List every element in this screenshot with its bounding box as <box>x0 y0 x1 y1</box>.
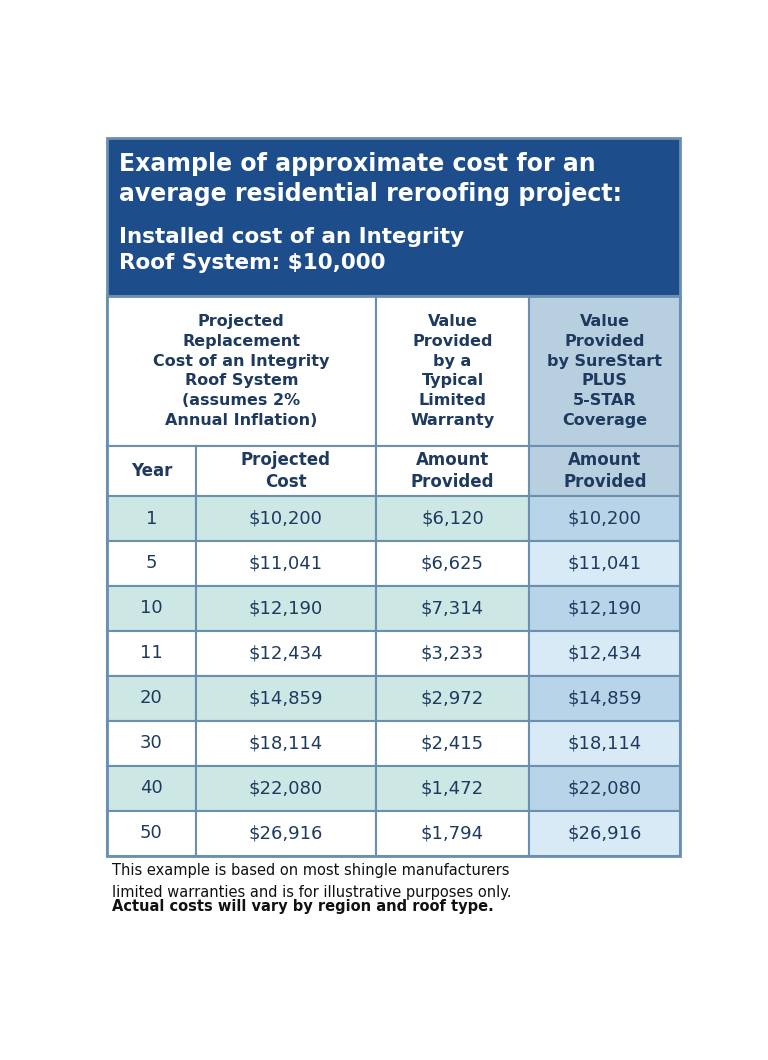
Bar <box>376 496 529 541</box>
Text: $6,120: $6,120 <box>421 510 484 528</box>
Text: This example is based on most shingle manufacturers
limited warranties and is fo: This example is based on most shingle ma… <box>111 863 511 900</box>
Bar <box>376 586 529 631</box>
Text: $18,114: $18,114 <box>568 735 642 753</box>
Bar <box>107 541 196 586</box>
Text: Projected
Cost: Projected Cost <box>241 450 331 491</box>
Text: Value
Provided
by SureStart
PLUS
5-STAR
Coverage: Value Provided by SureStart PLUS 5-STAR … <box>548 314 662 428</box>
Bar <box>107 296 680 855</box>
Bar <box>107 721 196 765</box>
Text: 30: 30 <box>140 735 163 753</box>
Bar <box>107 631 196 676</box>
Text: 10: 10 <box>140 599 163 617</box>
Bar <box>107 446 196 496</box>
Bar <box>376 541 529 586</box>
Bar <box>529 631 680 676</box>
Bar <box>107 296 376 446</box>
Text: $10,200: $10,200 <box>249 510 323 528</box>
Bar <box>107 765 196 811</box>
Text: $14,859: $14,859 <box>568 689 642 707</box>
Text: $11,041: $11,041 <box>249 554 323 572</box>
Text: $10,200: $10,200 <box>568 510 642 528</box>
Bar <box>529 721 680 765</box>
Text: $2,972: $2,972 <box>421 689 484 707</box>
Bar <box>376 721 529 765</box>
Text: Example of approximate cost for an
average residential reroofing project:: Example of approximate cost for an avera… <box>119 152 622 207</box>
Text: $18,114: $18,114 <box>249 735 323 753</box>
Bar <box>196 496 376 541</box>
Bar <box>529 765 680 811</box>
Text: $3,233: $3,233 <box>421 644 484 662</box>
Text: $22,080: $22,080 <box>249 779 323 797</box>
Bar <box>196 676 376 721</box>
Bar <box>196 631 376 676</box>
Bar <box>196 541 376 586</box>
Text: Year: Year <box>131 462 172 480</box>
Text: $2,415: $2,415 <box>421 735 484 753</box>
Bar <box>376 631 529 676</box>
Text: $12,190: $12,190 <box>568 599 642 617</box>
Text: $7,314: $7,314 <box>421 599 484 617</box>
Text: $12,190: $12,190 <box>249 599 323 617</box>
Bar <box>107 586 196 631</box>
Bar <box>529 811 680 855</box>
Bar <box>376 296 529 446</box>
Text: $26,916: $26,916 <box>249 824 323 842</box>
Text: 40: 40 <box>140 779 163 797</box>
Text: Amount
Provided: Amount Provided <box>563 450 647 491</box>
Text: $1,794: $1,794 <box>421 824 484 842</box>
Text: $26,916: $26,916 <box>568 824 642 842</box>
Bar <box>107 496 196 541</box>
Text: 11: 11 <box>140 644 163 662</box>
Bar <box>196 811 376 855</box>
Text: 1: 1 <box>146 510 157 528</box>
Text: $6,625: $6,625 <box>421 554 484 572</box>
Text: 5: 5 <box>146 554 157 572</box>
Text: 50: 50 <box>140 824 163 842</box>
Text: $1,472: $1,472 <box>421 779 484 797</box>
Text: Value
Provided
by a
Typical
Limited
Warranty: Value Provided by a Typical Limited Warr… <box>410 314 495 428</box>
Text: $14,859: $14,859 <box>249 689 323 707</box>
Text: Projected
Replacement
Cost of an Integrity
Roof System
(assumes 2%
Annual Inflat: Projected Replacement Cost of an Integri… <box>153 314 329 428</box>
Bar <box>196 586 376 631</box>
Bar <box>529 496 680 541</box>
Text: $11,041: $11,041 <box>568 554 642 572</box>
Bar <box>107 676 196 721</box>
Bar <box>529 446 680 496</box>
Bar <box>107 138 680 296</box>
Bar <box>376 446 529 496</box>
Text: $12,434: $12,434 <box>249 644 323 662</box>
Text: Installed cost of an Integrity
Roof System: $10,000: Installed cost of an Integrity Roof Syst… <box>119 227 465 272</box>
Bar <box>529 541 680 586</box>
Bar <box>529 676 680 721</box>
Bar <box>196 721 376 765</box>
Bar <box>107 811 196 855</box>
Text: Amount
Provided: Amount Provided <box>411 450 495 491</box>
Text: $22,080: $22,080 <box>568 779 642 797</box>
Bar <box>529 586 680 631</box>
Bar <box>376 811 529 855</box>
Bar <box>529 296 680 446</box>
Text: 20: 20 <box>140 689 163 707</box>
Text: $12,434: $12,434 <box>568 644 642 662</box>
Bar <box>376 765 529 811</box>
Text: Actual costs will vary by region and roof type.: Actual costs will vary by region and roo… <box>111 899 493 914</box>
Bar <box>376 676 529 721</box>
Bar <box>196 446 376 496</box>
Bar <box>196 765 376 811</box>
